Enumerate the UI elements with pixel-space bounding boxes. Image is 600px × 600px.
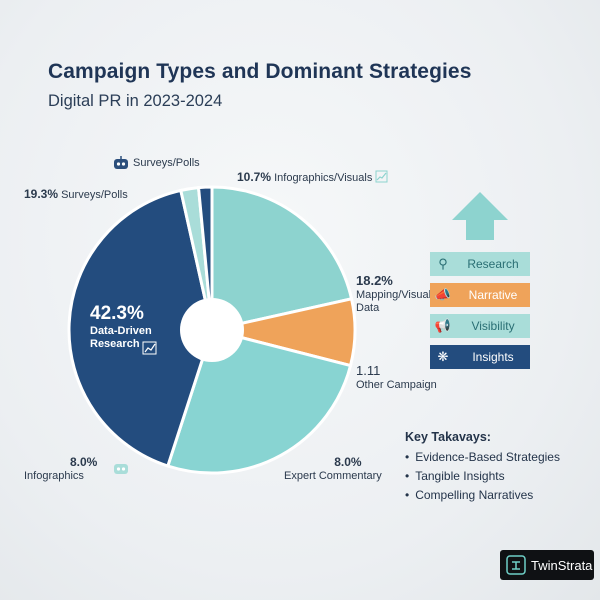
label-expert-pct: 8.0%	[334, 455, 362, 469]
brand-name: TwinStrata	[531, 557, 593, 573]
pie-slice-expert-commentary	[165, 328, 353, 475]
label-infographics-pct: 8.0%	[70, 455, 98, 469]
chart-subtitle: Digital PR in 2023-2024	[48, 92, 223, 110]
label-data-driven-name-1: Data-Driven	[90, 325, 152, 337]
label-mapping-name-2: Data	[356, 302, 380, 314]
pie-slice-surveys-polls-dark	[196, 185, 214, 331]
legend-item-narrative: 📣 Narrative	[430, 283, 530, 307]
label-data-driven-name-2: Research	[90, 338, 140, 350]
label-infographics-name: Infographics	[24, 470, 84, 482]
pie-slice-infographics-visuals	[210, 185, 354, 332]
takeaways-heading: Key Takavays:	[405, 430, 491, 444]
pie-slices	[67, 185, 357, 475]
up-arrow-icon	[452, 192, 508, 240]
label-infovis-pct: 10.7%	[237, 170, 272, 184]
label-other: 1.11 Other Campaign	[356, 364, 437, 392]
legend-label-research: Research	[467, 257, 519, 271]
label-surveys-left: 19.3% Surveys/Polls	[24, 188, 128, 202]
label-infovis: 10.7% Infographics/Visuals	[237, 171, 372, 185]
label-expert-name: Expert Commentary	[284, 470, 382, 482]
brand-logo: TwinStrata	[500, 550, 594, 580]
label-expert: 8.0% Expert Commentary	[284, 456, 382, 483]
label-surveys-left-pct: 19.3%	[24, 187, 59, 201]
megaphone-icon: 📢	[434, 318, 452, 333]
label-data-driven-pct: 42.3%	[90, 303, 144, 324]
trend-icon	[142, 341, 157, 355]
label-data-driven: 42.3% Data-Driven Research	[90, 303, 152, 351]
label-other-name: Other Campaign	[356, 379, 437, 391]
legend-item-insights: ❋ Insights	[430, 345, 530, 369]
takeaway-item: Evidence-Based Strategies	[405, 450, 560, 464]
label-mapping-pct: 18.2%	[356, 273, 393, 288]
label-infovis-name: Infographics/Visuals	[274, 172, 373, 184]
robot-icon	[114, 156, 128, 169]
takeaways-list: Evidence-Based Strategies Tangible Insig…	[405, 450, 560, 502]
pie-slice-data-driven-research	[67, 188, 214, 468]
label-mapping: 18.2% Mapping/Visual Data	[356, 274, 431, 315]
robot-icon	[114, 464, 128, 474]
label-surveys-left-name: Surveys/Polls	[61, 189, 128, 201]
key-takeaways: Key Takavays: Evidence-Based Strategies …	[405, 430, 560, 507]
label-other-value: 1.11	[356, 363, 381, 378]
legend-label-insights: Insights	[472, 350, 514, 364]
takeaway-item: Compelling Narratives	[405, 488, 560, 502]
search-icon: ⚲	[438, 256, 448, 271]
trend-icon	[375, 170, 388, 183]
legend-item-visibility: 📢 Visibility	[430, 314, 530, 338]
legend-item-research: ⚲ Research	[430, 252, 530, 276]
label-surveys-top: Surveys/Polls	[133, 157, 200, 169]
legend-label-narrative: Narrative	[468, 288, 518, 302]
label-mapping-name-1: Mapping/Visual	[356, 289, 432, 301]
takeaway-item: Tangible Insights	[405, 469, 560, 483]
chart-title: Campaign Types and Dominant Strategies	[48, 60, 472, 83]
donut-hole	[180, 298, 244, 362]
brain-icon: ❋	[437, 349, 449, 364]
megaphone-icon: 📣	[434, 287, 452, 302]
label-infographics: 8.0% Infographics	[24, 456, 97, 483]
logo-icon	[506, 555, 526, 575]
legend-label-visibility: Visibility	[471, 319, 515, 333]
